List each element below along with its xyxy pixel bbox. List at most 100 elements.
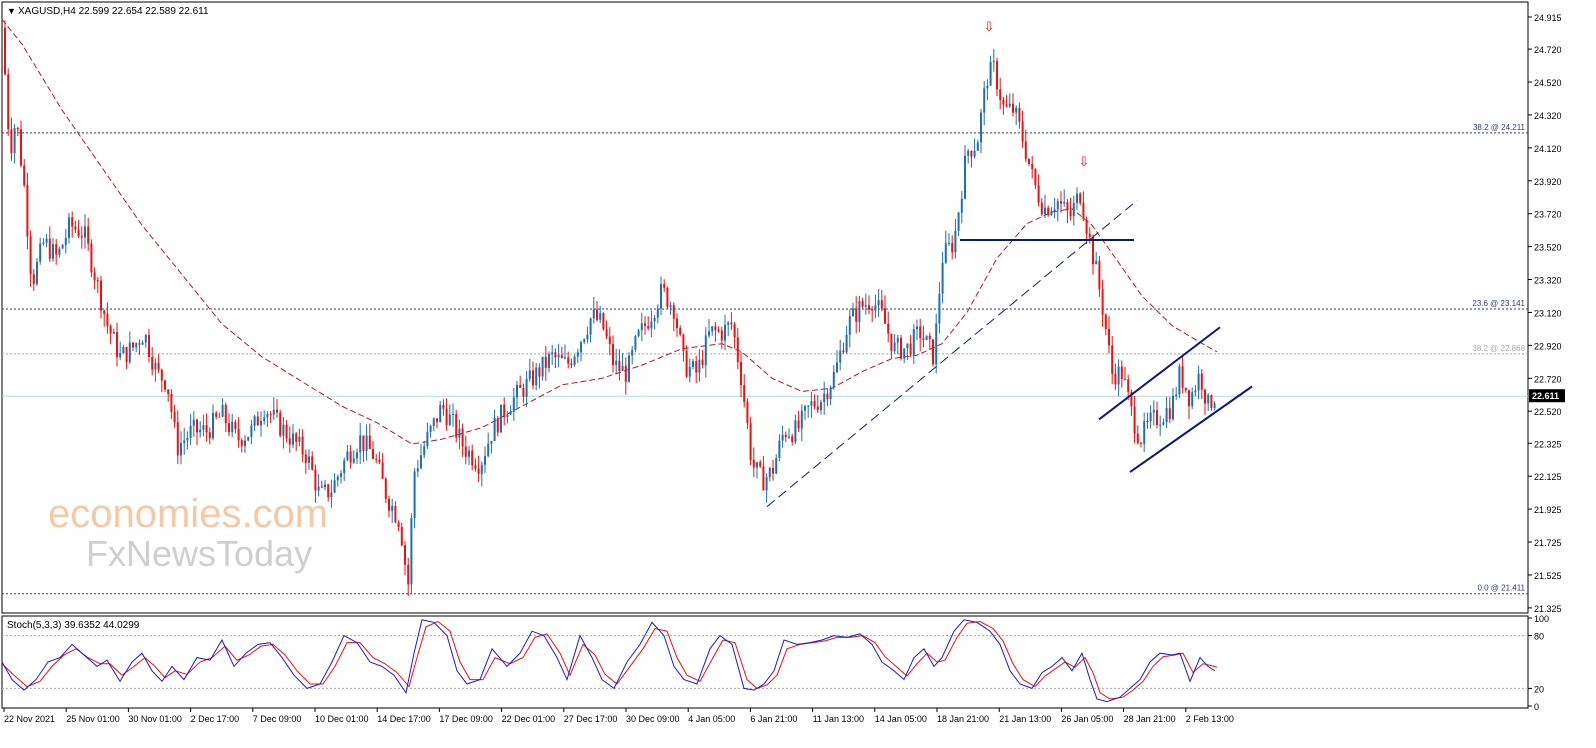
trend-channel <box>766 200 1253 508</box>
candle-body <box>829 387 832 400</box>
candle-body <box>800 410 803 429</box>
channel-line <box>1098 326 1221 421</box>
candle-body <box>1060 201 1062 204</box>
candle-body <box>1133 406 1136 434</box>
candle-body <box>410 518 413 585</box>
watermark-economies: economies.com <box>48 492 328 536</box>
candle-body <box>941 262 944 294</box>
candle-body <box>509 411 512 415</box>
time-tick-label: 14 Jan 05:00 <box>875 714 927 724</box>
candle-body <box>164 380 166 390</box>
candle-body <box>1168 408 1171 420</box>
candle-body <box>592 309 595 319</box>
candle-body <box>992 60 995 62</box>
candle-body <box>698 359 701 373</box>
candle-body <box>125 346 128 362</box>
candle-body <box>624 365 627 382</box>
candle-body <box>743 385 746 402</box>
candle-body <box>663 283 666 288</box>
candle-body <box>740 362 742 386</box>
candle-body <box>618 360 621 371</box>
candle-body <box>298 436 301 442</box>
candlesticks <box>4 20 1216 597</box>
candle-body <box>141 342 144 345</box>
candle-body <box>676 318 678 329</box>
time-tick-label: 25 Nov 01:00 <box>66 714 120 724</box>
candle-body <box>522 387 525 397</box>
candle-body <box>922 338 925 340</box>
candle-body <box>954 230 957 253</box>
candle-body <box>752 459 755 468</box>
candle-body <box>695 361 698 373</box>
candle-body <box>1194 390 1197 393</box>
stoch-tick-label: 80 <box>1534 632 1544 642</box>
candle-body <box>368 435 371 450</box>
candle-body <box>64 237 67 246</box>
candle-body <box>7 74 10 130</box>
candle-body <box>250 425 253 437</box>
candle-body <box>519 384 522 388</box>
candle-body <box>29 236 32 275</box>
candle-body <box>1120 366 1123 380</box>
candle-body <box>602 313 605 330</box>
stoch-tick-label: 100 <box>1534 614 1549 624</box>
time-tick-label: 26 Jan 05:00 <box>1061 714 1113 724</box>
candle-body <box>544 356 547 368</box>
candle-body <box>948 242 950 244</box>
candle-body <box>576 352 579 357</box>
collapse-arrow-icon[interactable]: ▼ <box>7 6 16 16</box>
candle-body <box>580 342 582 353</box>
candle-body <box>36 261 38 284</box>
candle-body <box>23 165 26 186</box>
candle-body <box>333 480 336 493</box>
candle-body <box>244 440 246 447</box>
candle-body <box>1050 211 1053 216</box>
candle-body <box>496 418 499 433</box>
candle-body <box>1024 141 1027 159</box>
candle-body <box>1165 408 1168 423</box>
candle-body <box>1005 104 1008 107</box>
candle-body <box>1162 422 1165 425</box>
candle-body <box>1188 390 1190 407</box>
candle-body <box>148 335 150 358</box>
candle-body <box>855 308 858 322</box>
candle-body <box>199 429 202 433</box>
time-tick-label: 27 Dec 17:00 <box>564 714 618 724</box>
candle-body <box>884 308 886 324</box>
time-tick-label: 2 Dec 17:00 <box>191 714 240 724</box>
candle-body <box>1156 410 1158 426</box>
candle-body <box>352 458 355 463</box>
candle-body <box>852 308 854 317</box>
candle-body <box>212 413 214 439</box>
candle-body <box>122 346 125 354</box>
candle-body <box>586 334 589 340</box>
candle-body <box>55 244 58 255</box>
candle-body <box>400 527 403 546</box>
candle-body <box>132 342 134 348</box>
candle-body <box>1117 366 1120 385</box>
candle-body <box>1146 421 1149 423</box>
candle-body <box>247 436 250 441</box>
candle-body <box>445 408 448 425</box>
candle-body <box>93 272 96 281</box>
candle-body <box>810 401 813 406</box>
price-axis: 24.915 24.720 24.520 24.320 24.120 23.920 23.7… <box>1528 13 1565 614</box>
candle-body <box>308 456 310 463</box>
candle-body <box>650 321 653 329</box>
candle-body <box>1002 99 1005 105</box>
candle-body <box>256 416 259 426</box>
candle-body <box>599 313 602 320</box>
candle-body <box>525 378 528 397</box>
candle-body <box>746 401 749 424</box>
candle-body <box>224 404 227 424</box>
candle-body <box>484 456 486 465</box>
candle-body <box>1127 379 1130 392</box>
candle-body <box>397 522 400 528</box>
candle-body <box>295 433 298 442</box>
candle-body <box>516 384 518 398</box>
stoch-title: Stoch(5,3,3) 39.6352 44.0299 <box>7 620 140 631</box>
candle-body <box>1031 163 1034 170</box>
candle-body <box>628 355 630 382</box>
candle-body <box>109 325 112 334</box>
